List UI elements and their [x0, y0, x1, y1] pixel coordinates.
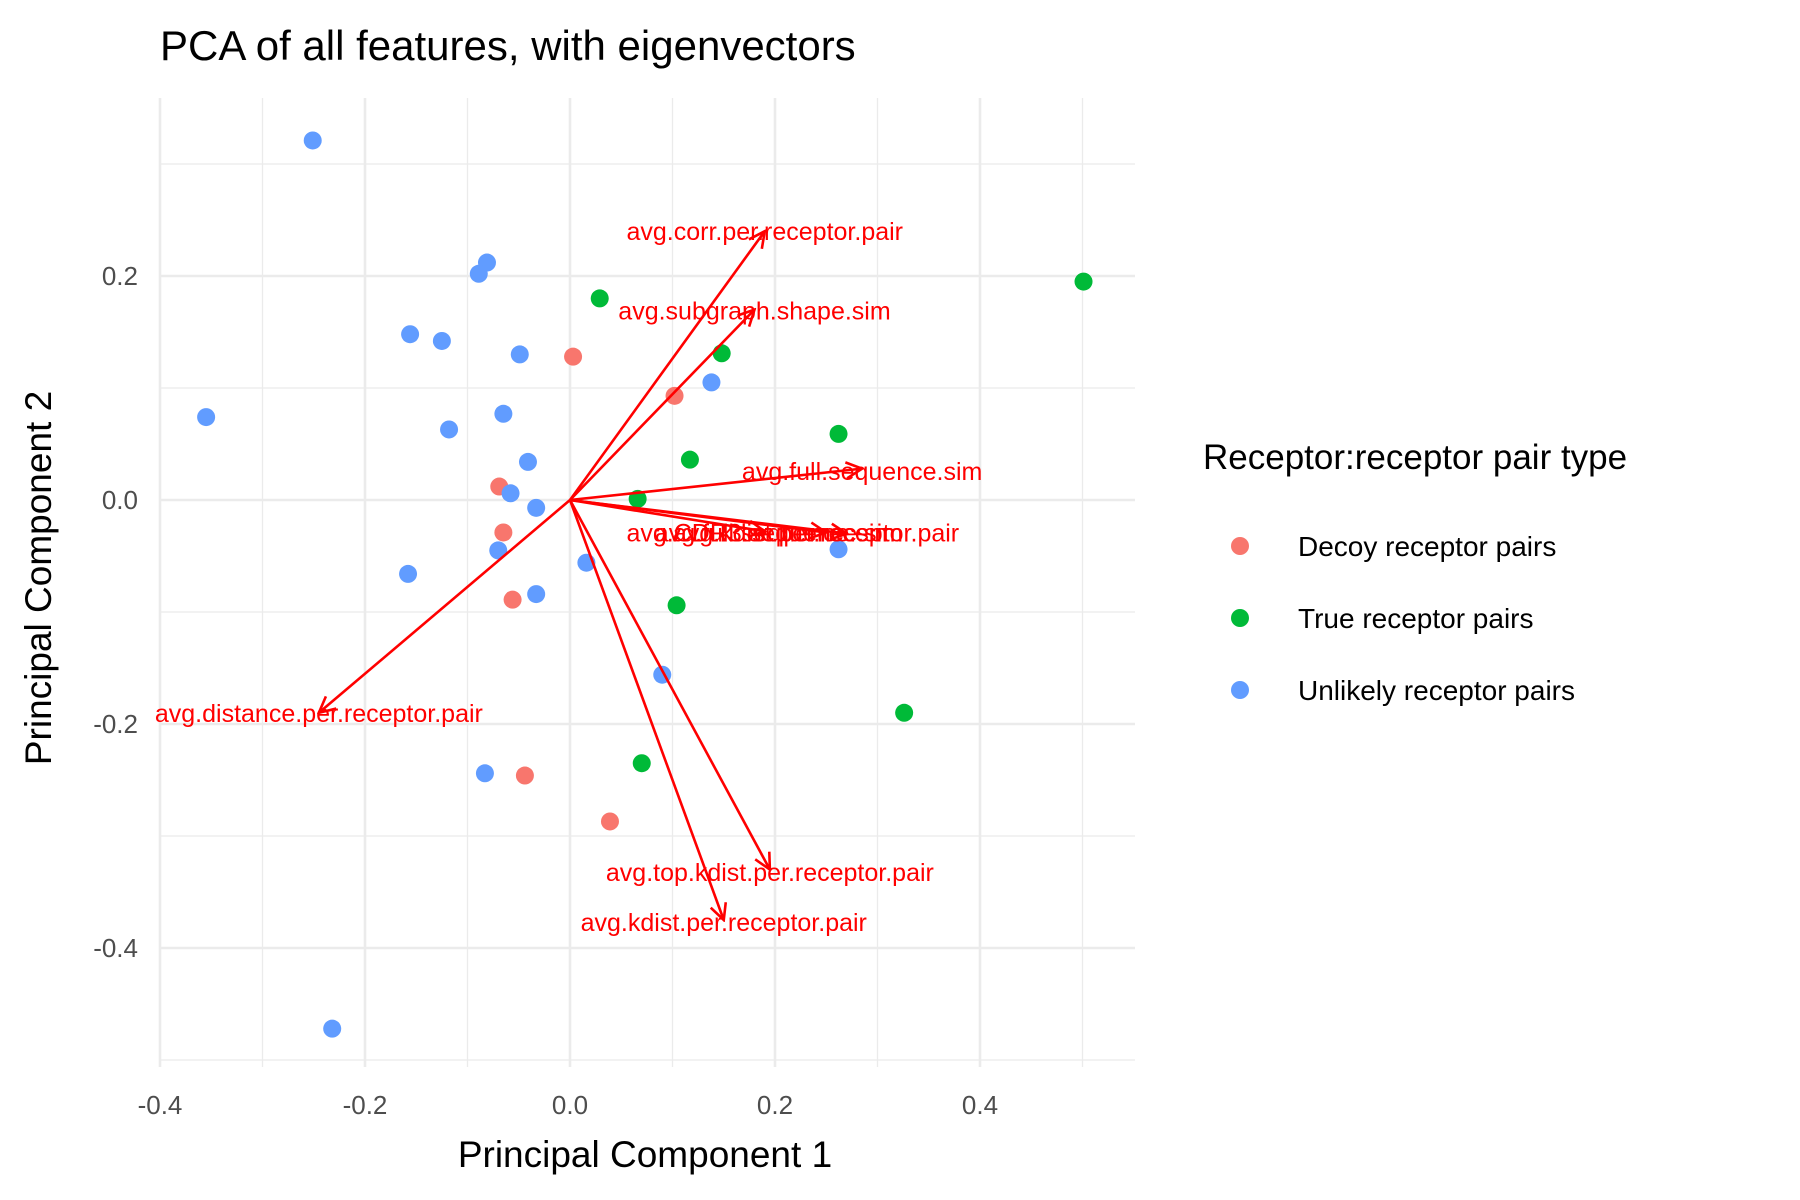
eigenvector-arrow: [568, 231, 765, 501]
eigenvector-arrow: [569, 310, 755, 501]
y-axis-title: Principal Component 2: [18, 391, 59, 765]
true-point: [590, 289, 609, 308]
legend-label: True receptor pairs: [1298, 603, 1534, 634]
true-point: [895, 703, 914, 722]
legend-label: Decoy receptor pairs: [1298, 531, 1556, 562]
unlikely-point: [432, 331, 451, 350]
x-axis-ticks: -0.4 -0.2 0.0 0.2 0.4: [138, 1090, 998, 1120]
eigenvector-label: avg.subgraph.shape.sim: [618, 298, 890, 326]
decoy-point: [515, 766, 534, 785]
unlikely-point: [401, 325, 420, 344]
eigenvector-arrow: [569, 469, 862, 502]
y-tick-label: -0.2: [93, 709, 138, 739]
unlikely-point: [440, 420, 459, 439]
true-point: [680, 450, 699, 469]
eigenvector-label: avg.full.sequence.sim: [742, 458, 982, 486]
y-axis-ticks: -0.4 -0.2 0.0 0.2: [93, 261, 138, 963]
unlikely-point: [527, 498, 546, 517]
true-point: [632, 754, 651, 773]
true-legend-key: [1231, 609, 1249, 627]
unlikely-point: [510, 345, 529, 364]
unlikely-point: [501, 484, 520, 503]
unlikely-point: [489, 541, 508, 560]
y-tick-label: 0.0: [102, 485, 138, 515]
y-tick-label: -0.4: [93, 933, 138, 963]
true-point: [1074, 272, 1093, 291]
unlikely-point: [518, 452, 537, 471]
y-tick-label: 0.2: [102, 261, 138, 291]
decoy-point: [600, 812, 619, 831]
true-point: [829, 424, 848, 443]
eigenvector-label: avg.corr.per.receptor.pair: [626, 218, 903, 246]
eigenvector-label: avg.CDR3.sequence.sim: [626, 519, 903, 547]
unlikely-point: [527, 585, 546, 604]
x-tick-label: 0.0: [552, 1090, 588, 1120]
unlikely-point: [197, 408, 216, 427]
scatter-points: [197, 131, 1093, 1038]
eigenvector-arrow: [569, 498, 826, 532]
x-axis-title: Principal Component 1: [458, 1134, 832, 1175]
eigenvector-label: avg.full.sequence.sim: [655, 519, 895, 547]
decoy-point: [503, 590, 522, 609]
eigenvector-arrows: avg.corr.per.receptor.pair avg.subgraph.s…: [155, 218, 982, 937]
decoy-point: [494, 523, 513, 542]
eigenvector-arrow: [568, 499, 724, 920]
unlikely-point: [469, 264, 488, 283]
unlikely-point: [399, 564, 418, 583]
decoy-point: [665, 386, 684, 405]
eigenvector-arrow: [568, 499, 770, 870]
decoy-legend-key: [1231, 537, 1249, 555]
legend: Receptor:receptor pair type Decoy recept…: [1203, 438, 1627, 706]
decoy-point: [564, 347, 583, 366]
x-tick-label: 0.4: [962, 1090, 998, 1120]
unlikely-legend-key: [1231, 681, 1249, 699]
chart-title: PCA of all features, with eigenvectors: [160, 22, 856, 69]
minor-gridlines: [160, 98, 1135, 1067]
eigenvector-arrow: [319, 499, 571, 713]
x-tick-label: 0.2: [757, 1090, 793, 1120]
unlikely-point: [475, 764, 494, 783]
unlikely-point: [303, 131, 322, 150]
eigenvector-label: avg.distance.per.receptor.pair: [155, 700, 483, 728]
legend-title: Receptor:receptor pair type: [1203, 438, 1627, 477]
unlikely-point: [702, 373, 721, 392]
major-gridlines: [158, 98, 1135, 1067]
legend-label: Unlikely receptor pairs: [1298, 675, 1575, 706]
x-tick-label: -0.2: [343, 1090, 388, 1120]
x-tick-label: -0.4: [138, 1090, 183, 1120]
true-point: [712, 344, 731, 363]
eigenvector-label: avg.top.kdist.per.receptor.pair: [606, 859, 934, 887]
true-point: [667, 596, 686, 615]
unlikely-point: [494, 404, 513, 423]
unlikely-point: [323, 1019, 342, 1038]
legend-items: Decoy receptor pairs True receptor pairs U…: [1231, 531, 1575, 706]
eigenvector-label: avg.kdist.per.receptor.pair: [673, 519, 959, 547]
unlikely-point: [829, 540, 848, 559]
eigenvector-label: avg.kdist.per.receptor.pair: [581, 909, 867, 937]
